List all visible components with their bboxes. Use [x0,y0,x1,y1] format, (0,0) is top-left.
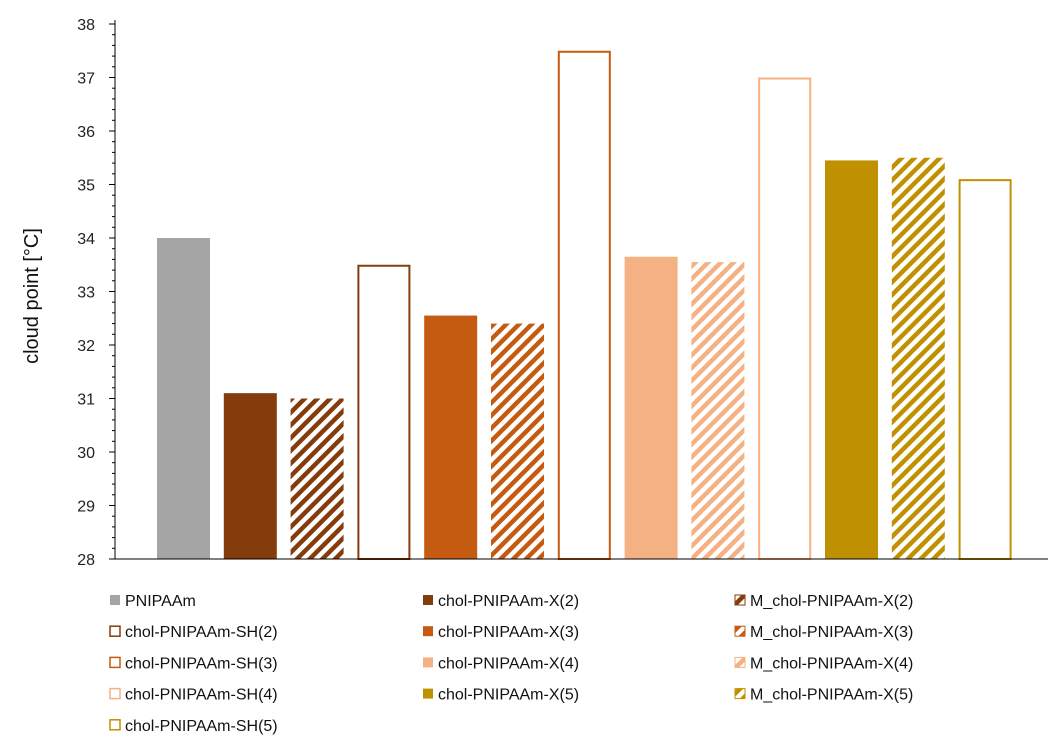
legend-swatch [109,687,121,700]
legend-label: chol-PNIPAAm-SH(3) [125,655,278,672]
bar [290,398,344,559]
bar [958,179,1012,560]
y-tick-label: 36 [77,124,95,141]
legend-label: M_chol-PNIPAAm-X(5) [750,687,913,704]
legend-item: chol-PNIPAAm-X(2) [423,593,579,610]
legend-label: chol-PNIPAAm-X(4) [438,655,579,672]
legend-label: M_chol-PNIPAAm-X(2) [750,593,913,610]
y-tick-label: 33 [77,285,95,302]
legend-swatch [734,594,746,606]
legend-swatch [109,625,121,637]
y-tick-label: 32 [77,338,95,355]
legend-item: chol-PNIPAAm-SH(3) [109,655,278,672]
y-tick-label: 28 [77,552,95,569]
legend-item: M_chol-PNIPAAm-X(5) [734,687,913,704]
legend-label: PNIPAAm [125,593,196,610]
legend-item: chol-PNIPAAm-X(4) [423,655,579,672]
legend-swatch [423,595,433,605]
legend: PNIPAAm chol-PNIPAAm-X(2) M_chol-PNIPAAm-X… [109,593,913,735]
legend-label: chol-PNIPAAm-SH(2) [125,624,278,641]
legend-swatch [734,688,746,700]
legend-label: chol-PNIPAAm-X(3) [438,624,579,641]
y-tick-label: 34 [77,231,95,248]
bar [691,262,745,559]
y-axis-title: cloud point [°C] [21,228,43,364]
bar [491,323,544,559]
y-axis: 28 29 30 31 32 33 34 35 36 37 38 [77,17,116,569]
legend-label: chol-PNIPAAm-X(2) [438,593,579,610]
bars [157,50,1012,560]
legend-swatch [109,656,121,669]
bar [557,50,611,560]
bar [758,77,812,560]
legend-swatch [423,657,433,668]
bar [357,264,411,560]
y-tick-label: 30 [77,445,95,462]
y-tick-label: 35 [77,178,95,195]
legend-swatch [423,626,433,637]
y-tick-label: 29 [77,499,95,516]
y-tick-label: 31 [77,392,95,409]
legend-label: chol-PNIPAAm-SH(4) [125,687,278,704]
legend-swatch [734,656,746,668]
legend-item: M_chol-PNIPAAm-X(3) [734,624,913,641]
bar [891,157,945,559]
bar [157,238,210,559]
legend-label: chol-PNIPAAm-X(5) [438,687,579,704]
legend-item: chol-PNIPAAm-SH(2) [109,624,278,641]
y-tick-label: 38 [77,17,95,34]
legend-item: chol-PNIPAAm-X(5) [423,687,579,704]
legend-item: chol-PNIPAAm-X(3) [423,624,579,641]
legend-item: chol-PNIPAAm-SH(4) [109,687,278,704]
legend-item: M_chol-PNIPAAm-X(4) [734,655,913,672]
legend-swatch [423,688,433,699]
legend-swatch [110,595,120,605]
legend-item: chol-PNIPAAm-SH(5) [109,718,278,735]
bar [624,256,678,559]
bar [424,315,478,559]
legend-label: M_chol-PNIPAAm-X(3) [750,624,913,641]
legend-label: M_chol-PNIPAAm-X(4) [750,655,913,672]
legend-item: M_chol-PNIPAAm-X(2) [734,593,913,610]
legend-item: PNIPAAm [110,593,196,610]
bar [825,160,878,560]
legend-swatch [109,719,121,731]
bar [223,393,277,559]
legend-swatch [734,625,746,637]
legend-label: chol-PNIPAAm-SH(5) [125,718,278,735]
y-tick-label: 37 [77,71,95,88]
